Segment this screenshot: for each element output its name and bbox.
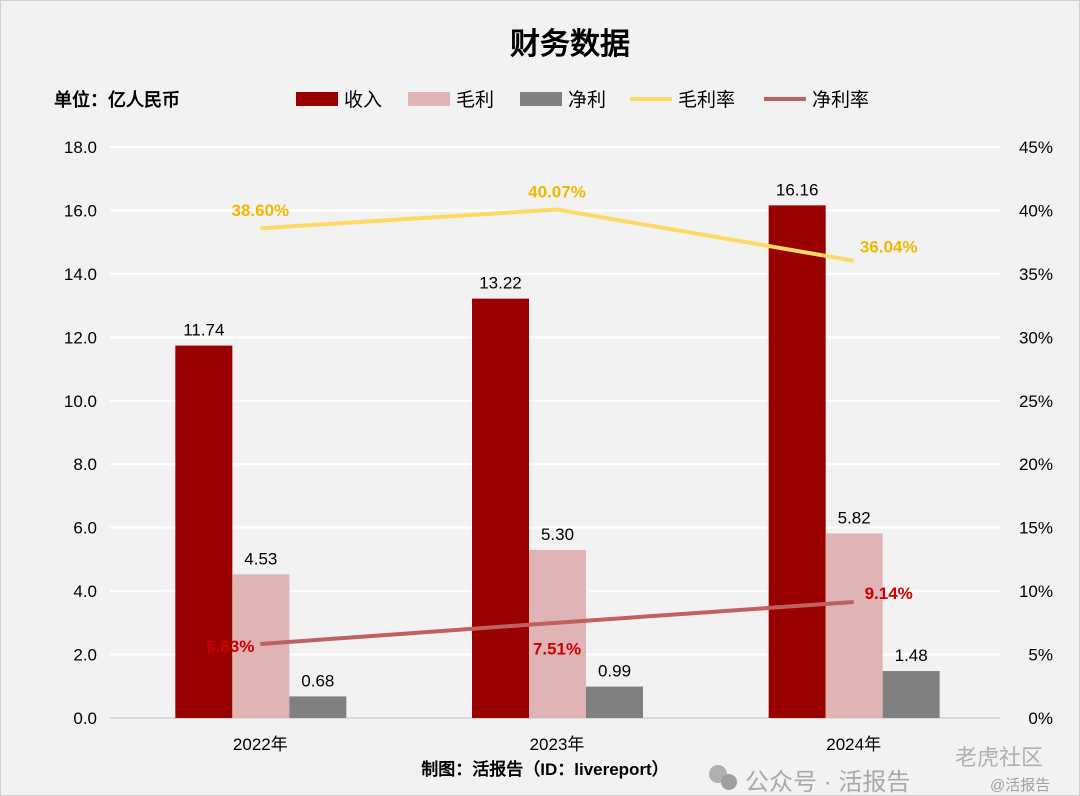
left-tick-label: 18.0 xyxy=(64,138,97,157)
left-tick-label: 16.0 xyxy=(64,201,97,220)
right-tick-label: 10% xyxy=(1019,582,1053,601)
watermark-wechat: 公众号 · 活报告 xyxy=(745,769,910,796)
category-label: 2023年 xyxy=(530,735,585,754)
category-label: 2022年 xyxy=(233,735,288,754)
right-tick-label: 5% xyxy=(1028,646,1053,665)
left-tick-label: 14.0 xyxy=(64,265,97,284)
bar-净利 xyxy=(882,671,940,718)
line-data-label: 40.07% xyxy=(528,183,586,202)
wechat-icon xyxy=(721,774,737,790)
right-tick-label: 25% xyxy=(1019,392,1053,411)
bar-收入 xyxy=(472,298,529,718)
bar-净利 xyxy=(586,686,643,718)
legend-swatch xyxy=(520,92,562,106)
left-tick-label: 0.0 xyxy=(73,709,97,728)
legend-label: 净利 xyxy=(568,89,606,111)
bar-data-label: 13.22 xyxy=(479,274,522,293)
line-data-label: 5.83% xyxy=(206,637,254,656)
right-tick-label: 40% xyxy=(1019,201,1053,220)
legend-label: 毛利率 xyxy=(678,89,735,111)
bar-毛利 xyxy=(529,549,586,718)
bar-data-label: 5.82 xyxy=(838,508,871,527)
left-tick-label: 10.0 xyxy=(64,392,97,411)
line-data-label: 7.51% xyxy=(533,640,581,659)
line-data-label: 36.04% xyxy=(860,238,918,257)
watermark-site: 老虎社区 xyxy=(955,745,1043,770)
bar-收入 xyxy=(768,205,826,718)
left-tick-label: 4.0 xyxy=(73,582,97,601)
bar-毛利 xyxy=(825,533,883,718)
watermark-handle: @活报告 xyxy=(990,777,1050,794)
chart-title: 财务数据 xyxy=(510,28,630,61)
bar-data-label: 4.53 xyxy=(244,549,277,568)
bar-收入 xyxy=(175,345,233,718)
right-tick-label: 0% xyxy=(1028,709,1053,728)
bar-data-label: 5.30 xyxy=(541,525,574,544)
right-tick-label: 45% xyxy=(1019,138,1053,157)
left-tick-label: 8.0 xyxy=(73,455,97,474)
legend-label: 净利率 xyxy=(812,89,869,111)
legend-label: 毛利 xyxy=(456,89,494,111)
line-毛利率 xyxy=(260,207,855,263)
left-tick-label: 6.0 xyxy=(73,519,97,538)
right-tick-label: 15% xyxy=(1019,519,1053,538)
bar-data-label: 16.16 xyxy=(776,180,819,199)
bar-data-label: 11.74 xyxy=(183,321,224,340)
bar-data-label: 1.48 xyxy=(895,646,928,665)
right-tick-label: 30% xyxy=(1019,328,1053,347)
legend-swatch xyxy=(296,92,338,106)
line-data-label: 38.60% xyxy=(231,201,289,220)
bar-毛利 xyxy=(232,574,290,718)
right-tick-label: 35% xyxy=(1019,265,1053,284)
category-label: 2024年 xyxy=(826,735,881,754)
left-tick-label: 2.0 xyxy=(73,646,97,665)
unit-label: 单位：亿人民币 xyxy=(54,89,180,110)
bar-data-label: 0.99 xyxy=(598,662,631,681)
line-净利率 xyxy=(260,600,854,647)
right-tick-label: 20% xyxy=(1019,455,1053,474)
bar-data-label: 0.68 xyxy=(301,671,334,690)
bar-净利 xyxy=(289,696,347,718)
source-label: 制图：活报告（ID：livereport） xyxy=(421,759,668,779)
legend-label: 收入 xyxy=(344,89,382,111)
line-data-label: 9.14% xyxy=(865,584,913,603)
left-tick-label: 12.0 xyxy=(64,328,97,347)
legend-swatch xyxy=(408,92,450,106)
